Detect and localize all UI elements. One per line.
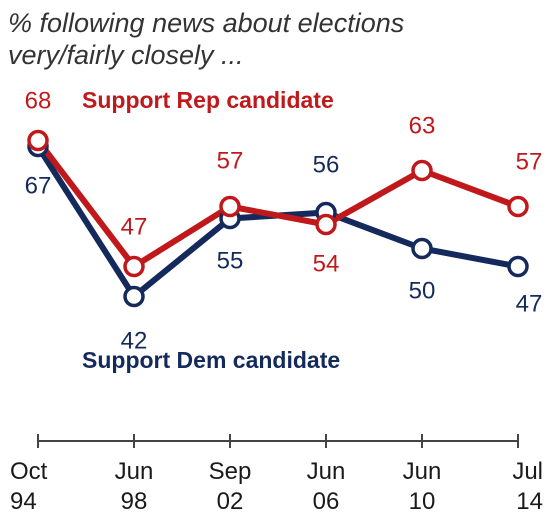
x-tick-label: 10 <box>409 488 436 515</box>
x-tick-label: Sep <box>209 458 252 485</box>
series-label-dem: Support Dem candidate <box>82 347 340 373</box>
series-label-rep: Support Rep candidate <box>82 87 334 113</box>
x-tick-label: Jun <box>403 458 442 485</box>
data-label-rep: 54 <box>313 251 340 278</box>
data-label-dem: 56 <box>313 152 340 179</box>
point-marker-rep <box>315 213 337 236</box>
x-tick-label: 06 <box>313 488 340 515</box>
point-marker-rep <box>123 255 145 278</box>
x-tick-label: 02 <box>217 488 244 515</box>
chart-subtitle-line2: very/fairly closely ... <box>8 40 244 70</box>
markers-layer <box>27 129 529 308</box>
series-line-dem <box>35 143 521 300</box>
data-label-dem: 47 <box>516 291 543 318</box>
data-label-rep: 57 <box>217 148 244 175</box>
data-label-rep: 47 <box>121 214 148 241</box>
x-tick-label: Jun <box>307 458 346 485</box>
chart-subtitle-line1: % following news about elections <box>8 8 404 38</box>
point-marker-dem <box>507 255 529 278</box>
data-label-rep: 57 <box>516 149 543 176</box>
series-line-rep <box>35 137 521 270</box>
x-tick-label: Oct <box>10 458 48 485</box>
data-label-dem: 42 <box>121 328 148 355</box>
data-label-rep: 63 <box>409 113 436 140</box>
point-marker-rep <box>507 195 529 218</box>
x-axis: Oct 94 Jun 98 Sep 02 Jun 06 Jun 10 Jul 14 <box>10 434 543 515</box>
point-marker-dem <box>411 237 433 260</box>
data-label-rep: 68 <box>25 88 52 115</box>
labels-layer: 68 47 57 54 63 57 67 42 55 56 50 47 <box>25 88 543 355</box>
x-tick-label: 98 <box>121 488 148 515</box>
lines-layer <box>35 137 521 300</box>
point-marker-rep <box>411 159 433 182</box>
x-tick-label: 94 <box>10 488 37 515</box>
data-label-dem: 67 <box>25 173 52 200</box>
point-marker-rep <box>27 129 49 152</box>
x-tick-label: Jun <box>115 458 154 485</box>
x-tick-label: Jul <box>512 458 543 485</box>
point-marker-rep <box>219 195 241 218</box>
x-tick-label: 14 <box>516 488 543 515</box>
data-label-dem: 55 <box>217 248 244 275</box>
data-label-dem: 50 <box>409 278 436 305</box>
point-marker-dem <box>123 285 145 308</box>
